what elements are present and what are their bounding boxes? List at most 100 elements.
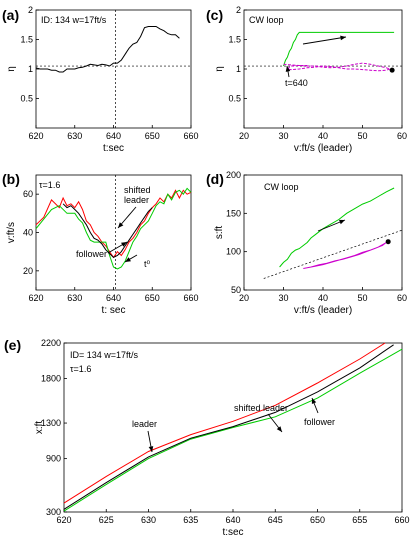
panel-5-xtick-label: 660 — [394, 515, 409, 525]
panel-5-arrow-follower-head — [311, 398, 317, 404]
panel-5-leader-label: leader — [132, 419, 157, 429]
panel-2-arrow-shifted-head — [118, 222, 124, 228]
panel-4-xtick-label: 50 — [357, 293, 367, 303]
panel-3-xtick-label: 20 — [239, 131, 249, 141]
panel-4-xtick-label: 40 — [318, 293, 328, 303]
panel-3-xtick-label: 60 — [397, 131, 407, 141]
panel-3-xlabel: v:ft/s (leader) — [294, 143, 352, 154]
panel-1-xlabel: t:sec — [103, 143, 124, 154]
panel-3-xtick-label: 30 — [278, 131, 288, 141]
panel-3-arrow-loop-shaft — [302, 36, 347, 45]
panel-5-arrow-leader-head — [148, 446, 154, 452]
panel-1-series-1 — [35, 26, 180, 73]
panel-5-xtick-label: 640 — [225, 515, 240, 525]
panel-1-ytick-label: 0.5 — [20, 94, 33, 104]
panel-2-follower-label: follower — [76, 249, 107, 259]
panel-2-ytick-label: 20 — [23, 266, 33, 276]
panel-3-t640-label: t=640 — [285, 78, 308, 88]
panel-5-xtick-label: 620 — [56, 515, 71, 525]
panel-3-ytick-label: 2 — [236, 5, 241, 15]
panel-3-ytick-label: 1.5 — [228, 35, 241, 45]
panel-1-axes-box — [35, 9, 192, 129]
panel-3-label: (c) — [206, 7, 223, 23]
panel-3-ytick-label: 0.5 — [228, 94, 241, 104]
panel-4-ylabel: s:ft — [214, 226, 225, 240]
panel-5-ytick-label: 300 — [46, 507, 61, 517]
panel-1-ytick-label: 1 — [28, 64, 33, 74]
panel-3-axes-box — [243, 9, 403, 129]
panel-5-ylabel: x:ft — [34, 421, 45, 435]
panel-5-ytick-label: 1300 — [41, 418, 61, 428]
panel-5-series-3 — [63, 344, 394, 510]
panel-1-ytick-label: 2 — [28, 5, 33, 15]
panel-4-series-2 — [303, 242, 387, 269]
panel-4-xlabel: v:ft/s (leader) — [294, 305, 352, 316]
panel-5-series-1 — [63, 342, 386, 504]
panel-2-series-2 — [35, 187, 192, 270]
panel-1-ytick-label: 1.5 — [20, 35, 33, 45]
panel-2-t0-label: t⁰ — [144, 259, 151, 269]
panel-2-xtick-label: 650 — [145, 293, 160, 303]
panel-5-xtick-label: 650 — [310, 515, 325, 525]
panel-3-ytick-label: 1 — [236, 64, 241, 74]
panel-5-annotation: ID= 134 w=17ft/s — [70, 350, 139, 360]
panel-4-ytick-label: 50 — [231, 285, 241, 295]
panel-1-xtick-label: 630 — [67, 131, 82, 141]
panel-5-ytick-label: 900 — [46, 454, 61, 464]
panel-5-xtick-label: 635 — [183, 515, 198, 525]
panel-5-ytick-label: 2200 — [41, 338, 61, 348]
panel-3-xtick-label: 40 — [318, 131, 328, 141]
panel-1-xtick-label: 650 — [145, 131, 160, 141]
panel-3-series-2 — [283, 62, 392, 72]
panel-5-arrow-shifted-head — [276, 426, 282, 432]
panel-2-axes-box — [35, 174, 192, 291]
panel-1-annotation: ID: 134 w=17ft/s — [41, 15, 107, 25]
panel-3-ylabel: η — [214, 66, 225, 72]
panel-5-ytick-label: 1800 — [41, 374, 61, 384]
panel-4-annotation: CW loop — [264, 182, 299, 192]
panel-5-xtick-label: 625 — [99, 515, 114, 525]
panel-3-series-1 — [283, 31, 395, 67]
panel-4-end-point — [385, 239, 391, 245]
panel-5-xtick-label: 645 — [268, 515, 283, 525]
panel-2-xlabel: t: sec — [102, 305, 126, 316]
panel-2-leader-label: leader — [124, 195, 149, 205]
panel-2-shifted-label: shifted — [124, 185, 151, 195]
panel-4-label: (d) — [206, 171, 224, 187]
panel-4-arrow-loop-head — [339, 219, 345, 225]
panel-2-series-3 — [62, 203, 153, 259]
panel-2-xtick-label: 640 — [106, 293, 121, 303]
panel-4-xtick-label: 20 — [239, 293, 249, 303]
panel-2-ytick-label: 60 — [23, 189, 33, 199]
panel-4-ytick-label: 100 — [226, 247, 241, 257]
panel-1-xtick-label: 660 — [183, 131, 198, 141]
panel-2-annotation: τ=1.6 — [39, 180, 60, 190]
panel-2-series-1 — [35, 189, 192, 259]
panel-5-label: (e) — [4, 337, 21, 353]
panel-3-arrow-loop-head — [340, 35, 346, 41]
panel-4-axes-box — [243, 174, 403, 291]
panel-1-label: (a) — [2, 7, 19, 23]
panel-4-xtick-label: 60 — [397, 293, 407, 303]
panel-4-fit-line — [263, 229, 403, 279]
panel-2-arrow-t0-head — [125, 257, 131, 262]
panel-2-ytick-label: 40 — [23, 228, 33, 238]
panel-2-xtick-label: 620 — [28, 293, 43, 303]
panel-4-xtick-label: 30 — [278, 293, 288, 303]
panel-4-series-1 — [279, 187, 395, 268]
panel-5-series-2 — [63, 348, 403, 512]
panel-3-arrow-t640-head — [285, 66, 291, 72]
panel-2-label: (b) — [2, 171, 20, 187]
panel-5-annotation2: τ=1.6 — [70, 364, 91, 374]
panel-2-xtick-label: 630 — [67, 293, 82, 303]
panel-1-xtick-label: 620 — [28, 131, 43, 141]
panel-4-ytick-label: 200 — [226, 170, 241, 180]
panel-5-xlabel: t:sec — [222, 527, 243, 538]
panel-5-shifted-leader-label: shifted leader — [234, 403, 288, 413]
panel-1-xtick-label: 640 — [106, 131, 121, 141]
panel-3-end-point — [389, 67, 395, 73]
panel-4-ytick-label: 150 — [226, 208, 241, 218]
panel-2-arrow-follower-head — [121, 242, 127, 247]
panel-3-annotation: CW loop — [249, 15, 284, 25]
